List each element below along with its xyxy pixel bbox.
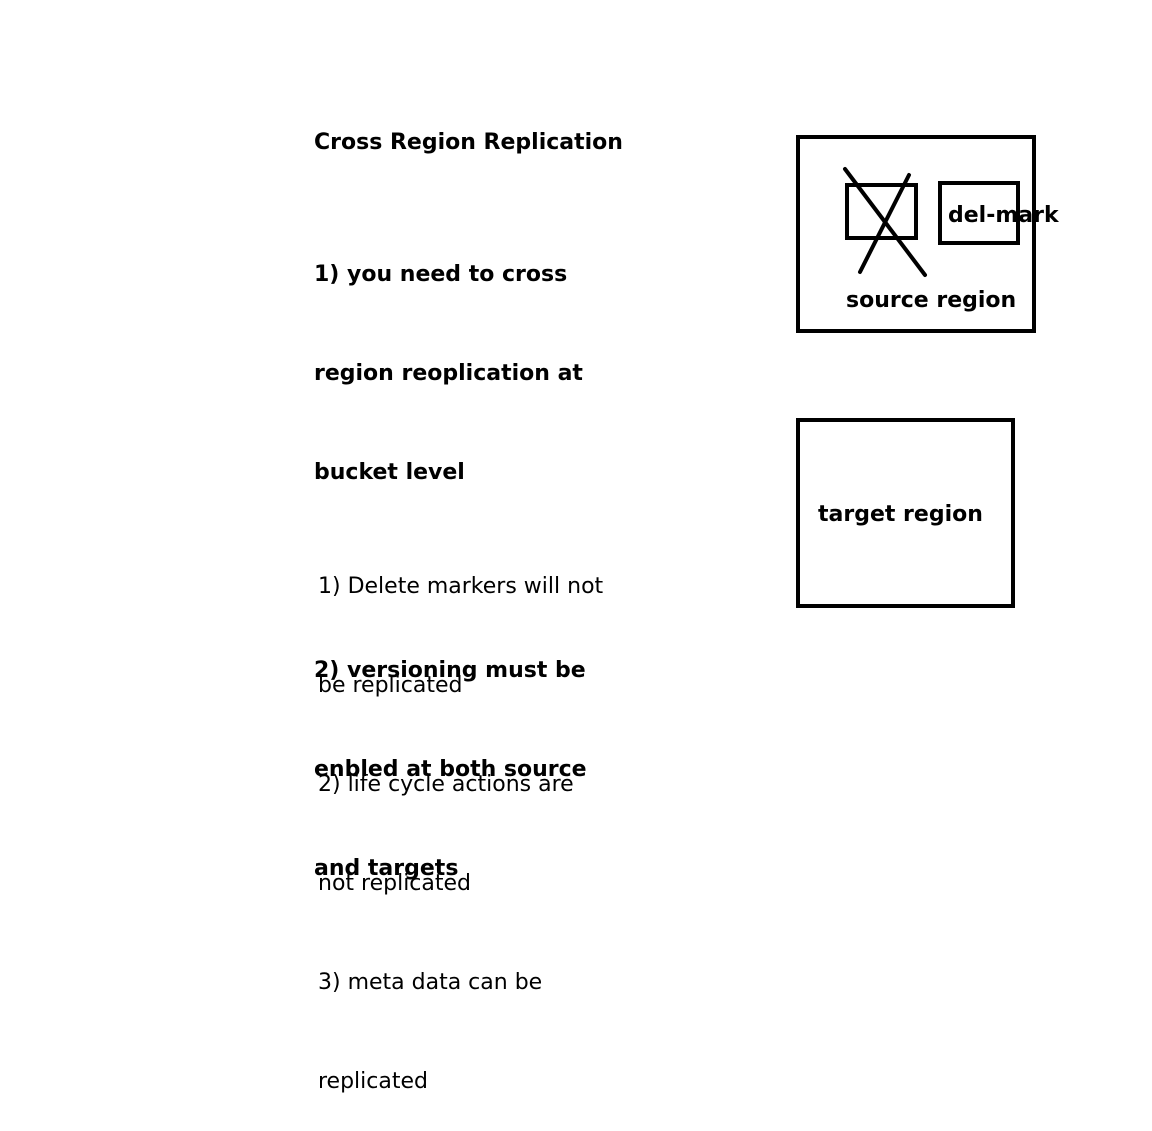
replication-note-line: be replicated — [318, 673, 463, 698]
requirements-notes: 1) you need to cross region reoplication… — [314, 192, 587, 918]
target-region-label: target region — [818, 502, 983, 527]
source-region-label: source region — [846, 288, 1017, 313]
page-title: Cross Region Replication — [314, 130, 623, 155]
replication-note-line: not replicated — [318, 871, 472, 896]
target-region-box — [796, 418, 1015, 608]
delete-marker-box — [938, 181, 1020, 245]
deleted-object-box — [845, 183, 918, 240]
replication-note-line: replicated — [318, 1069, 428, 1094]
requirement-1-line-2: region reoplication at — [314, 361, 583, 386]
replication-notes: 1) Delete markers will not be replicated… — [318, 504, 603, 1131]
delete-marker-label: del-mark — [948, 203, 1059, 228]
requirement-1-line-3: bucket level — [314, 460, 465, 485]
replication-note-line: 3) meta data can be — [318, 970, 543, 995]
requirement-2-line-1: 2) versioning must be — [314, 658, 586, 683]
replication-note-line: 1) Delete markers will not — [318, 574, 604, 599]
source-region-box — [796, 135, 1036, 333]
requirement-1-line-1: 1) you need to cross — [314, 262, 568, 287]
replication-note-line: 2) life cycle actions are — [318, 772, 574, 797]
requirement-2-line-2: enbled at both source — [314, 757, 587, 782]
